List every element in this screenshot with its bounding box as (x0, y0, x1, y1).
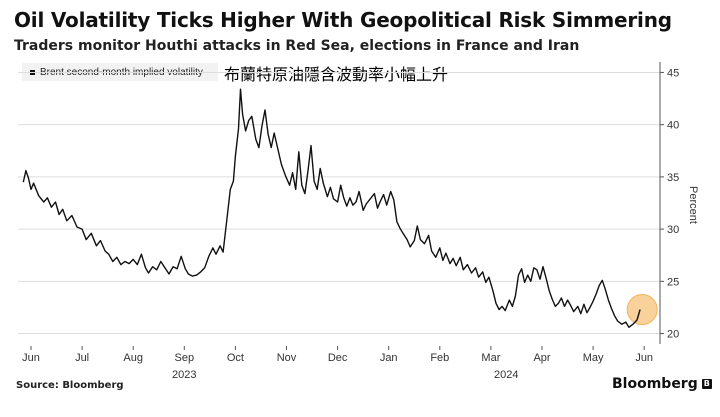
x-tick-label-11: May (583, 352, 604, 364)
y-tick-label-45: 45 (667, 67, 679, 79)
chart-title: Oil Volatility Ticks Higher With Geopoli… (14, 8, 672, 32)
x-tick-label-0: Jun (22, 352, 40, 364)
x-tick-label-3: Sep (175, 352, 195, 364)
x-tick-label-8: Feb (430, 352, 449, 364)
x-year-label-1: 2024 (494, 369, 518, 381)
y-tick-label-25: 25 (667, 276, 679, 288)
y-tick-label-30: 30 (667, 224, 679, 236)
x-tick-label-12: Jun (635, 352, 653, 364)
x-tick-label-2: Aug (123, 352, 143, 364)
brand-name: Bloomberg (612, 376, 698, 392)
bloomberg-logo-icon: B (701, 379, 712, 389)
y-tick-label-20: 20 (667, 329, 679, 341)
chart-annotation: 布蘭特原油隱含波動率小幅上升 (224, 65, 449, 84)
y-axis-label: Percent (687, 186, 699, 224)
chart-subtitle: Traders monitor Houthi attacks in Red Se… (14, 38, 580, 54)
latest-value-highlight (626, 294, 658, 326)
x-tick-label-4: Oct (227, 352, 244, 364)
x-tick-label-9: Mar (481, 352, 500, 364)
x-tick-label-1: Jul (75, 352, 89, 364)
source-note: Source: Bloomberg (16, 380, 124, 391)
x-tick-label-10: Apr (533, 352, 550, 364)
y-tick-label-40: 40 (667, 120, 679, 132)
brand-logo: Bloomberg B (612, 376, 712, 392)
y-tick-label-35: 35 (667, 172, 679, 184)
x-year-label-0: 2023 (172, 369, 196, 381)
series-line-0 (22, 88, 641, 328)
x-tick-label-6: Dec (328, 352, 348, 364)
x-tick-label-5: Nov (277, 352, 297, 364)
x-tick-label-7: Jan (380, 352, 398, 364)
